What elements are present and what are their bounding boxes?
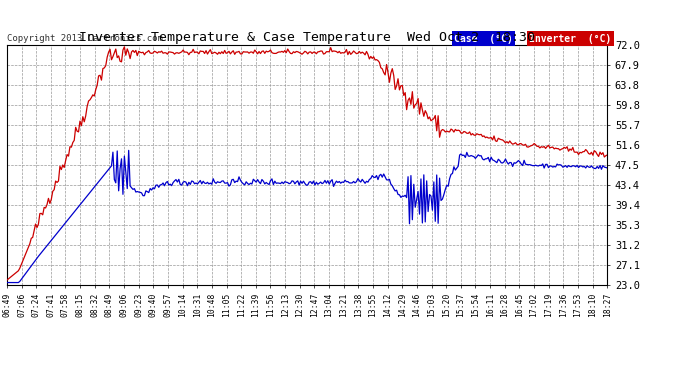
Text: Copyright 2013 Cartronics.com: Copyright 2013 Cartronics.com: [7, 34, 163, 43]
Text: Case  (°C): Case (°C): [454, 34, 513, 44]
Text: Inverter  (°C): Inverter (°C): [529, 34, 611, 44]
Title: Inverter Temperature & Case Temperature  Wed Oct 2  18:30: Inverter Temperature & Case Temperature …: [79, 31, 535, 44]
